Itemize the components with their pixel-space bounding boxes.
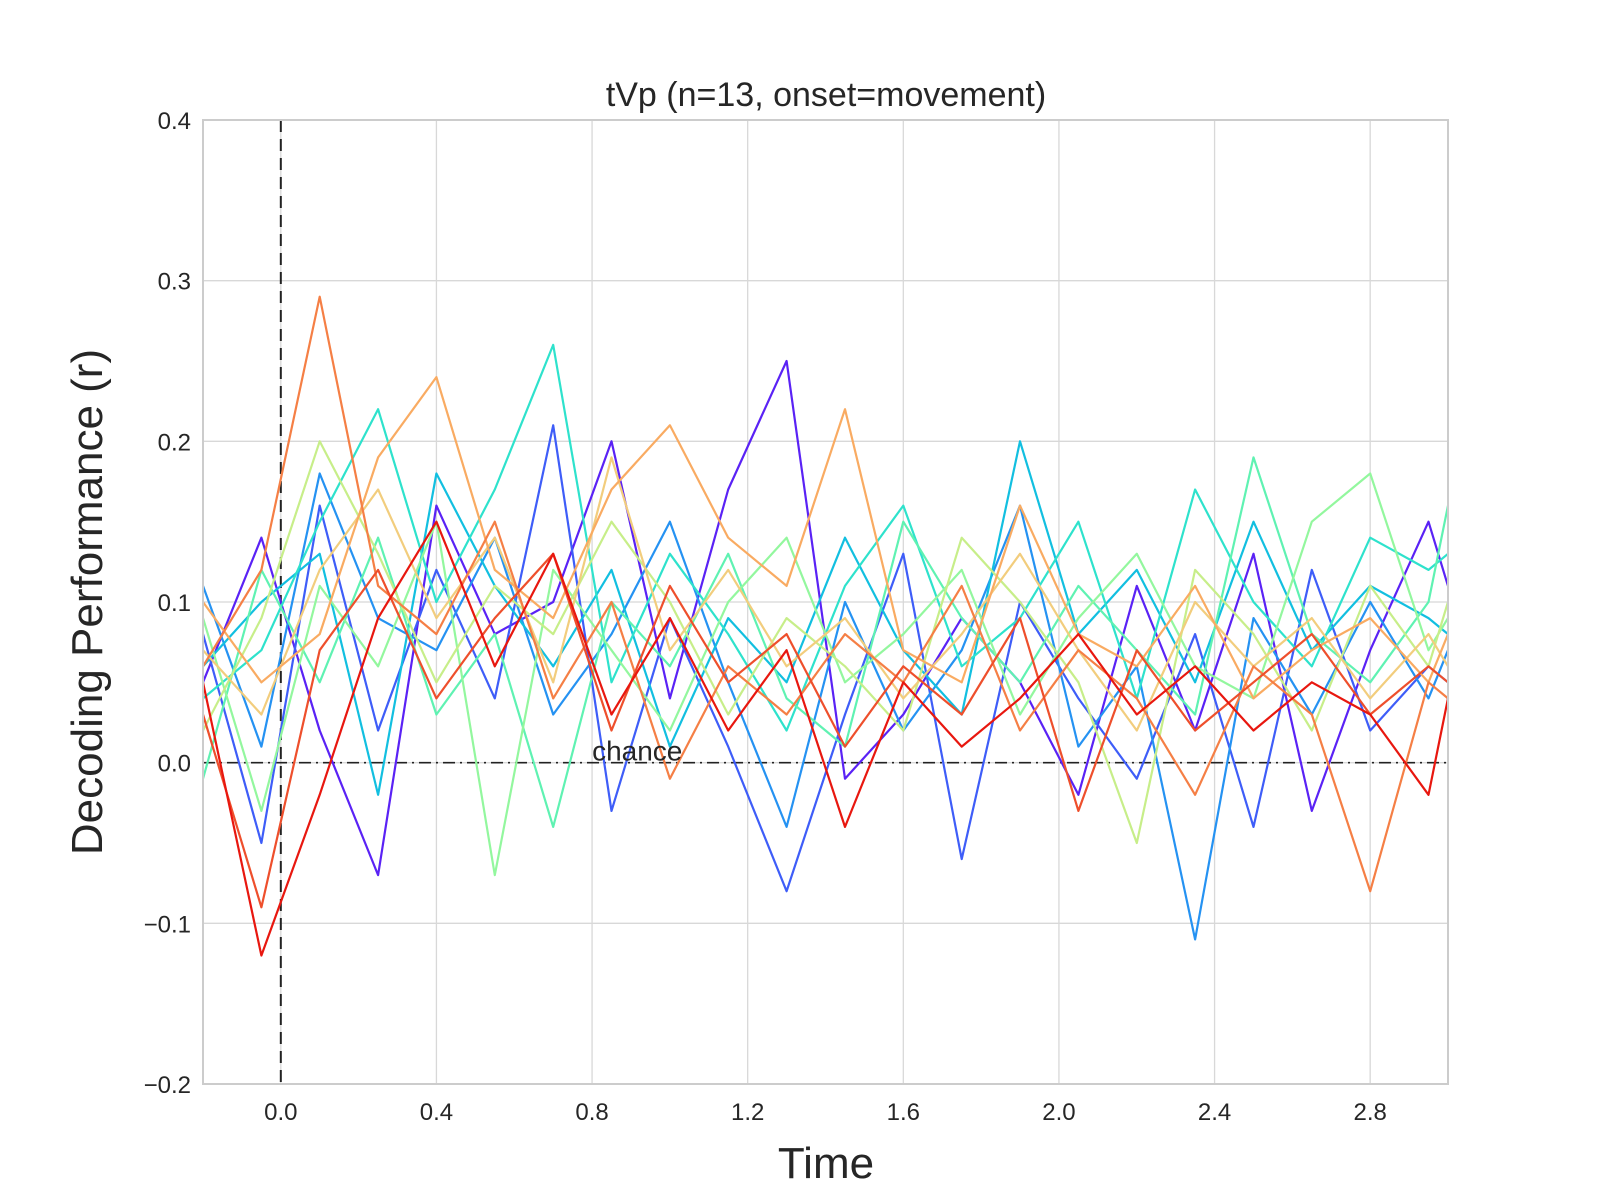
y-tick-labels: −0.2 −0.1 0.0 0.1 0.2 0.3 0.4 — [144, 108, 191, 1099]
y-tick-label: −0.1 — [144, 911, 191, 938]
series-line-7 — [201, 472, 1449, 877]
x-tick-label: 2.8 — [1354, 1099, 1387, 1126]
x-axis-label: Time — [778, 1139, 874, 1188]
x-tick-label: 1.6 — [887, 1099, 920, 1126]
y-tick-label: 0.2 — [158, 429, 191, 456]
plot-frame — [202, 119, 1449, 1085]
y-tick-label: −0.2 — [144, 1072, 191, 1099]
y-axis-label: Decoding Performance (r) — [63, 349, 112, 855]
series-line-13 — [201, 520, 1450, 957]
x-tick-label: 2.4 — [1198, 1099, 1231, 1126]
x-tick-labels: 0.0 0.4 0.8 1.2 1.6 2.0 2.4 2.8 — [264, 1099, 1387, 1126]
series-line-12 — [201, 552, 1449, 909]
series-line-1 — [201, 359, 1450, 877]
y-tick-label: 0.4 — [158, 108, 191, 135]
y-tick-label: 0.3 — [158, 269, 191, 296]
y-tick-label: 0.0 — [158, 751, 191, 778]
y-tick-label: 0.1 — [158, 590, 191, 617]
series-line-2 — [201, 424, 1449, 893]
series-line-9 — [202, 456, 1449, 732]
chance-annotation: chance — [592, 736, 682, 767]
gridlines — [203, 119, 1448, 1085]
chart-title: tVp (n=13, onset=movement) — [606, 76, 1046, 114]
series-line-4 — [202, 440, 1449, 796]
x-tick-label: 0.8 — [575, 1099, 608, 1126]
series-line-11 — [202, 295, 1449, 893]
x-tick-label: 1.2 — [731, 1099, 764, 1126]
series-line-5 — [202, 343, 1449, 732]
series-lines — [201, 295, 1450, 957]
x-tick-label: 0.4 — [420, 1099, 453, 1126]
x-tick-label: 0.0 — [264, 1099, 297, 1126]
series-line-3 — [201, 472, 1450, 941]
x-tick-label: 2.0 — [1042, 1099, 1075, 1126]
